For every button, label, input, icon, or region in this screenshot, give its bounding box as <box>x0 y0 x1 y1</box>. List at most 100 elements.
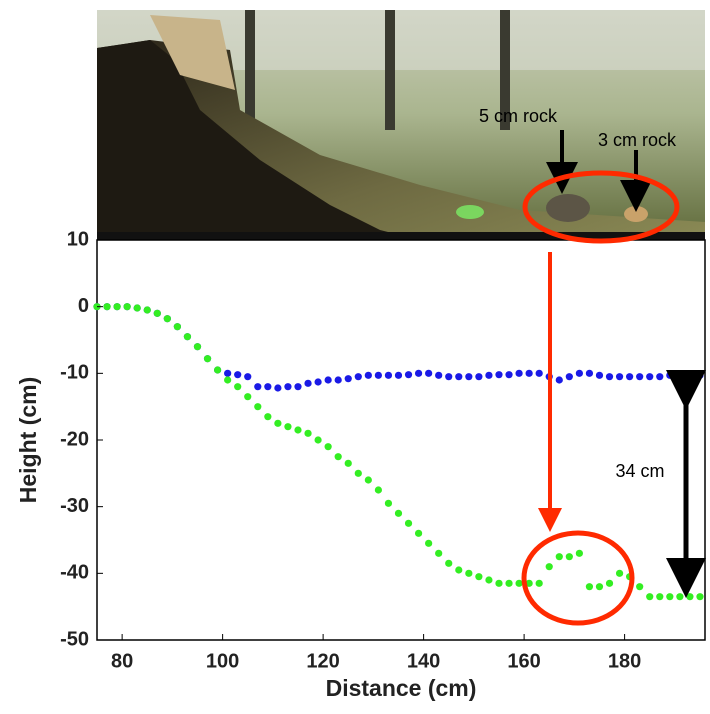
data-point <box>193 343 202 351</box>
data-point <box>515 579 523 587</box>
data-point <box>203 355 212 363</box>
data-point <box>304 429 312 437</box>
data-point <box>274 384 282 392</box>
data-point <box>575 549 583 557</box>
data-point <box>364 476 372 484</box>
data-point <box>224 369 232 377</box>
data-point <box>605 579 614 587</box>
data-point <box>565 553 573 561</box>
y-tick-label: 0 <box>78 295 89 317</box>
data-point <box>334 453 342 461</box>
data-point <box>264 383 272 391</box>
data-point <box>324 443 332 451</box>
data-point <box>414 529 423 537</box>
x-tick-label: 80 <box>111 650 133 672</box>
data-point <box>445 559 453 567</box>
data-point <box>344 375 352 383</box>
data-point <box>525 579 533 587</box>
data-point <box>585 369 594 377</box>
data-point <box>465 569 473 577</box>
data-point <box>364 371 372 379</box>
data-point <box>455 373 463 381</box>
data-point <box>425 539 433 547</box>
data-point <box>425 369 433 377</box>
data-point <box>636 373 644 381</box>
data-point <box>505 371 513 379</box>
data-point <box>384 371 393 379</box>
x-tick-label: 140 <box>407 650 440 672</box>
data-point <box>656 373 664 381</box>
data-point <box>666 593 674 601</box>
plot-frame <box>96 239 706 641</box>
data-point <box>113 303 121 311</box>
overlays <box>521 130 706 626</box>
data-point <box>686 371 694 379</box>
data-point <box>435 549 443 557</box>
data-point <box>354 373 362 381</box>
data-point <box>595 371 604 379</box>
y-tick-label: -20 <box>60 428 89 450</box>
data-point <box>535 369 543 377</box>
data-point <box>555 553 563 561</box>
data-point <box>244 393 252 401</box>
data-point <box>274 419 282 427</box>
data-point <box>495 371 503 379</box>
data-point <box>585 583 594 591</box>
data-point <box>254 403 262 411</box>
data-point <box>284 423 292 431</box>
data-point <box>595 583 604 591</box>
data-point <box>284 383 292 391</box>
data-point <box>354 469 362 477</box>
data-point <box>324 376 332 384</box>
data-point <box>475 373 483 381</box>
data-point <box>545 563 553 571</box>
data-point <box>254 383 262 391</box>
x-axis-label: Distance (cm) <box>326 675 477 701</box>
data-point <box>183 333 192 341</box>
data-point <box>173 323 181 331</box>
annotation: 3 cm rock <box>598 130 677 150</box>
data-point <box>153 309 161 317</box>
data-point <box>615 373 624 381</box>
data-point <box>565 373 573 381</box>
data-point <box>626 373 634 381</box>
y-tick-label: -30 <box>60 495 89 517</box>
data-point <box>696 593 704 601</box>
data-point <box>304 379 312 387</box>
data-point <box>666 371 674 379</box>
data-point <box>123 303 131 311</box>
y-axis-label: Height (cm) <box>15 377 41 504</box>
data-point <box>394 509 403 517</box>
data-point <box>495 579 503 587</box>
data-point <box>646 373 654 381</box>
data-point <box>414 369 423 377</box>
data-point <box>696 371 704 379</box>
data-point <box>234 371 242 379</box>
data-point <box>163 315 171 323</box>
data-point <box>394 371 403 379</box>
data-point <box>505 579 513 587</box>
data-point <box>224 376 232 384</box>
data-point <box>404 371 413 379</box>
data-point <box>445 373 453 381</box>
data-point <box>435 371 443 379</box>
x-tick-label: 120 <box>306 650 339 672</box>
annotation: 5 cm rock <box>479 106 558 126</box>
x-tick-label: 180 <box>608 650 641 672</box>
data-point <box>485 576 493 584</box>
data-point <box>234 383 242 391</box>
y-tick-label: -10 <box>60 362 89 384</box>
data-point <box>374 486 382 494</box>
data-point <box>374 371 382 379</box>
y-tick-label: -50 <box>60 628 89 650</box>
annotation: 34 cm <box>615 461 664 481</box>
data-point <box>485 371 493 379</box>
data-point <box>455 566 463 574</box>
data-point <box>404 519 413 527</box>
data-point <box>656 593 664 601</box>
data-point <box>133 304 141 312</box>
x-tick-label: 100 <box>206 650 239 672</box>
data-point <box>605 373 614 381</box>
